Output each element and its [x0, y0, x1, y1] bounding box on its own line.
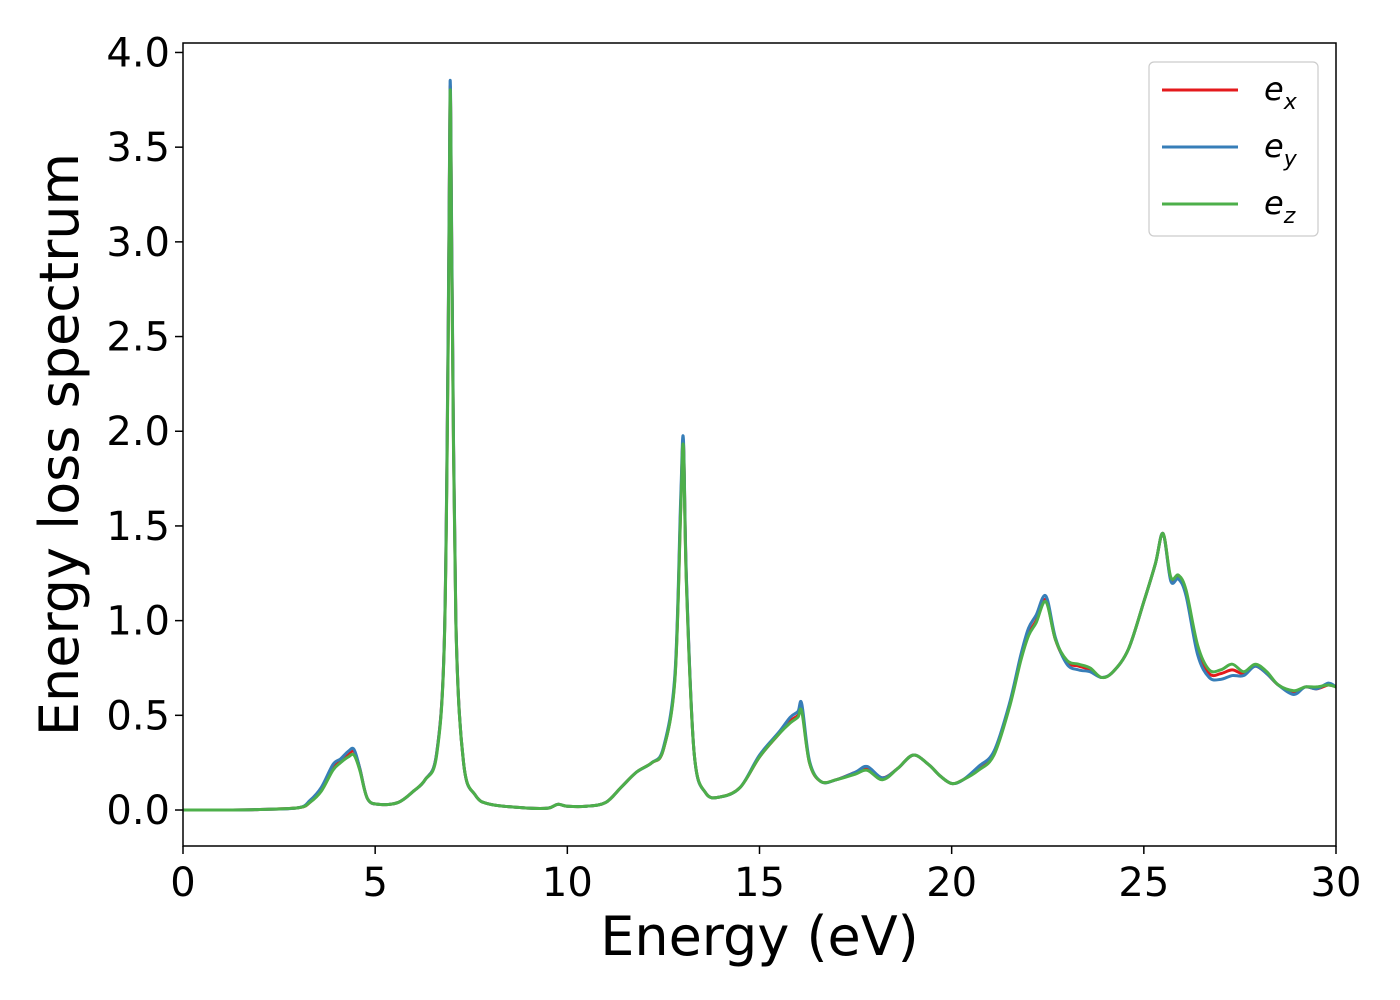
- legend-entry-label: ez: [1264, 184, 1296, 229]
- legend-entry-label: ex: [1264, 70, 1298, 115]
- x-tick-label: 30: [1311, 860, 1362, 906]
- y-tick-label: 2.5: [106, 315, 170, 361]
- x-tick-label: 15: [734, 860, 785, 906]
- x-tick-label: 10: [542, 860, 593, 906]
- x-tick-label: 5: [362, 860, 387, 906]
- y-axis-ticks: 0.0 0.5 1.0 1.5 2.0 2.5 3.0 3.5 4.0: [106, 30, 183, 834]
- y-tick-label: 0.0: [106, 788, 170, 834]
- y-tick-label: 0.5: [106, 693, 170, 739]
- y-tick-label: 2.0: [106, 409, 170, 455]
- y-tick-label: 4.0: [106, 30, 170, 76]
- x-tick-label: 25: [1118, 860, 1169, 906]
- legend-frame: [1148, 61, 1319, 237]
- series-line-e-z: [183, 88, 1336, 812]
- legend: ex ey ez: [1148, 61, 1319, 237]
- y-axis-label: Energy loss spectrum: [28, 153, 91, 736]
- x-tick-label: 0: [170, 860, 195, 906]
- x-tick-label: 20: [926, 860, 977, 906]
- y-tick-label: 3.0: [106, 220, 170, 266]
- y-tick-label: 1.5: [106, 504, 170, 550]
- x-axis-ticks: 0 5 10 15 20 25 30: [170, 846, 1361, 906]
- x-axis-label: Energy (eV): [600, 905, 919, 968]
- y-tick-label: 1.0: [106, 599, 170, 645]
- series-layer: [183, 79, 1336, 812]
- legend-entry-label: ey: [1264, 127, 1298, 172]
- y-tick-label: 3.5: [106, 125, 170, 171]
